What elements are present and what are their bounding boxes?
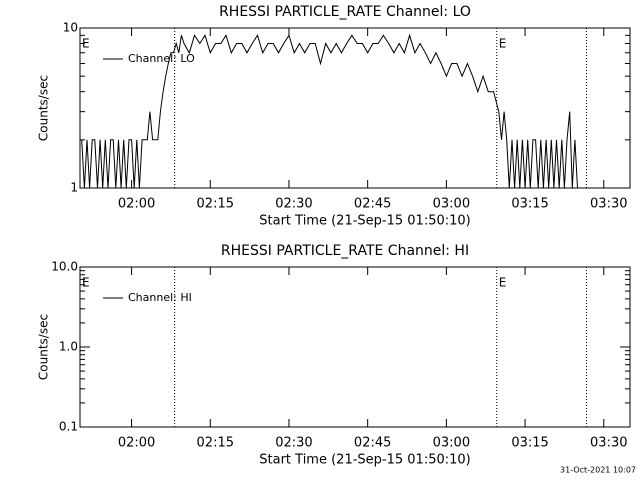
annotation: E bbox=[82, 276, 90, 290]
x-axis-label: Start Time (21-Sep-15 01:50:10) bbox=[259, 214, 470, 229]
chart-title: RHESSI PARTICLE_RATE Channel: LO bbox=[219, 4, 471, 20]
y-tick-label: 0.1 bbox=[59, 420, 78, 434]
annotation: E bbox=[499, 276, 507, 290]
x-tick-label: 03:15 bbox=[511, 436, 548, 451]
y-tick-label: 10.0 bbox=[51, 260, 78, 274]
annotation: E bbox=[499, 37, 507, 51]
x-tick-label: 03:00 bbox=[433, 436, 470, 451]
x-tick-label: 02:30 bbox=[275, 197, 312, 212]
data-line bbox=[81, 33, 588, 189]
chart-title: RHESSI PARTICLE_RATE Channel: HI bbox=[221, 243, 469, 259]
annotation: E bbox=[82, 37, 90, 51]
plot-frame bbox=[79, 27, 631, 189]
x-tick-label: 03:00 bbox=[433, 197, 470, 212]
y-axis-label: Counts/sec bbox=[37, 314, 51, 380]
timestamp: 31-Oct-2021 10:07 bbox=[560, 466, 636, 475]
x-tick-label: 03:30 bbox=[590, 436, 627, 451]
y-tick-label: 1 bbox=[70, 181, 78, 195]
x-tick-label: 02:45 bbox=[354, 197, 391, 212]
x-tick-label: 02:00 bbox=[118, 197, 155, 212]
x-tick-label: 02:00 bbox=[118, 436, 155, 451]
y-tick-label: 10 bbox=[63, 21, 78, 35]
y-tick-label: 1.0 bbox=[59, 340, 78, 354]
x-axis-label: Start Time (21-Sep-15 01:50:10) bbox=[259, 453, 470, 468]
x-tick-label: 02:15 bbox=[197, 197, 234, 212]
x-tick-label: 02:15 bbox=[197, 436, 234, 451]
legend-label: Channel: HI bbox=[128, 291, 192, 304]
legend-label: Channel: LO bbox=[128, 52, 195, 65]
y-axis-label: Counts/sec bbox=[37, 75, 51, 141]
x-tick-label: 02:30 bbox=[275, 436, 312, 451]
x-tick-label: 02:45 bbox=[354, 436, 391, 451]
x-tick-label: 03:15 bbox=[511, 197, 548, 212]
x-tick-label: 03:30 bbox=[590, 197, 627, 212]
